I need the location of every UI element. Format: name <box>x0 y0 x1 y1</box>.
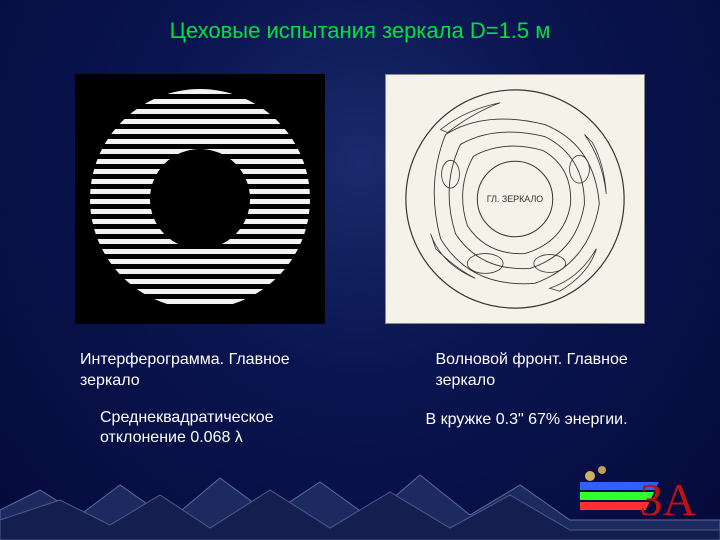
right-figure: ГЛ. ЗЕРКАЛО <box>385 74 645 324</box>
figures-row: ГЛ. ЗЕРКАЛО <box>0 74 720 324</box>
right-subcaption: В кружке 0.3" 67% энергии. <box>425 410 660 431</box>
wavefront-image: ГЛ. ЗЕРКАЛО <box>385 74 645 324</box>
wavefront-svg: ГЛ. ЗЕРКАЛО <box>386 75 644 323</box>
wavefront-center-label: ГЛ. ЗЕРКАЛО <box>487 194 544 204</box>
left-caption: Интерферограмма. Главное зеркало <box>80 350 305 392</box>
left-figure <box>75 74 325 324</box>
interferogram-disc <box>90 89 310 309</box>
page-title: Цеховые испытания зеркала D=1.5 м <box>0 0 720 44</box>
right-caption: Волновой фронт. Главное зеркало <box>435 350 660 392</box>
interferogram-image <box>75 74 325 324</box>
logo: ЗА <box>580 458 700 528</box>
footer-decoration: ЗА <box>0 430 720 540</box>
logo-text: ЗА <box>640 473 696 526</box>
